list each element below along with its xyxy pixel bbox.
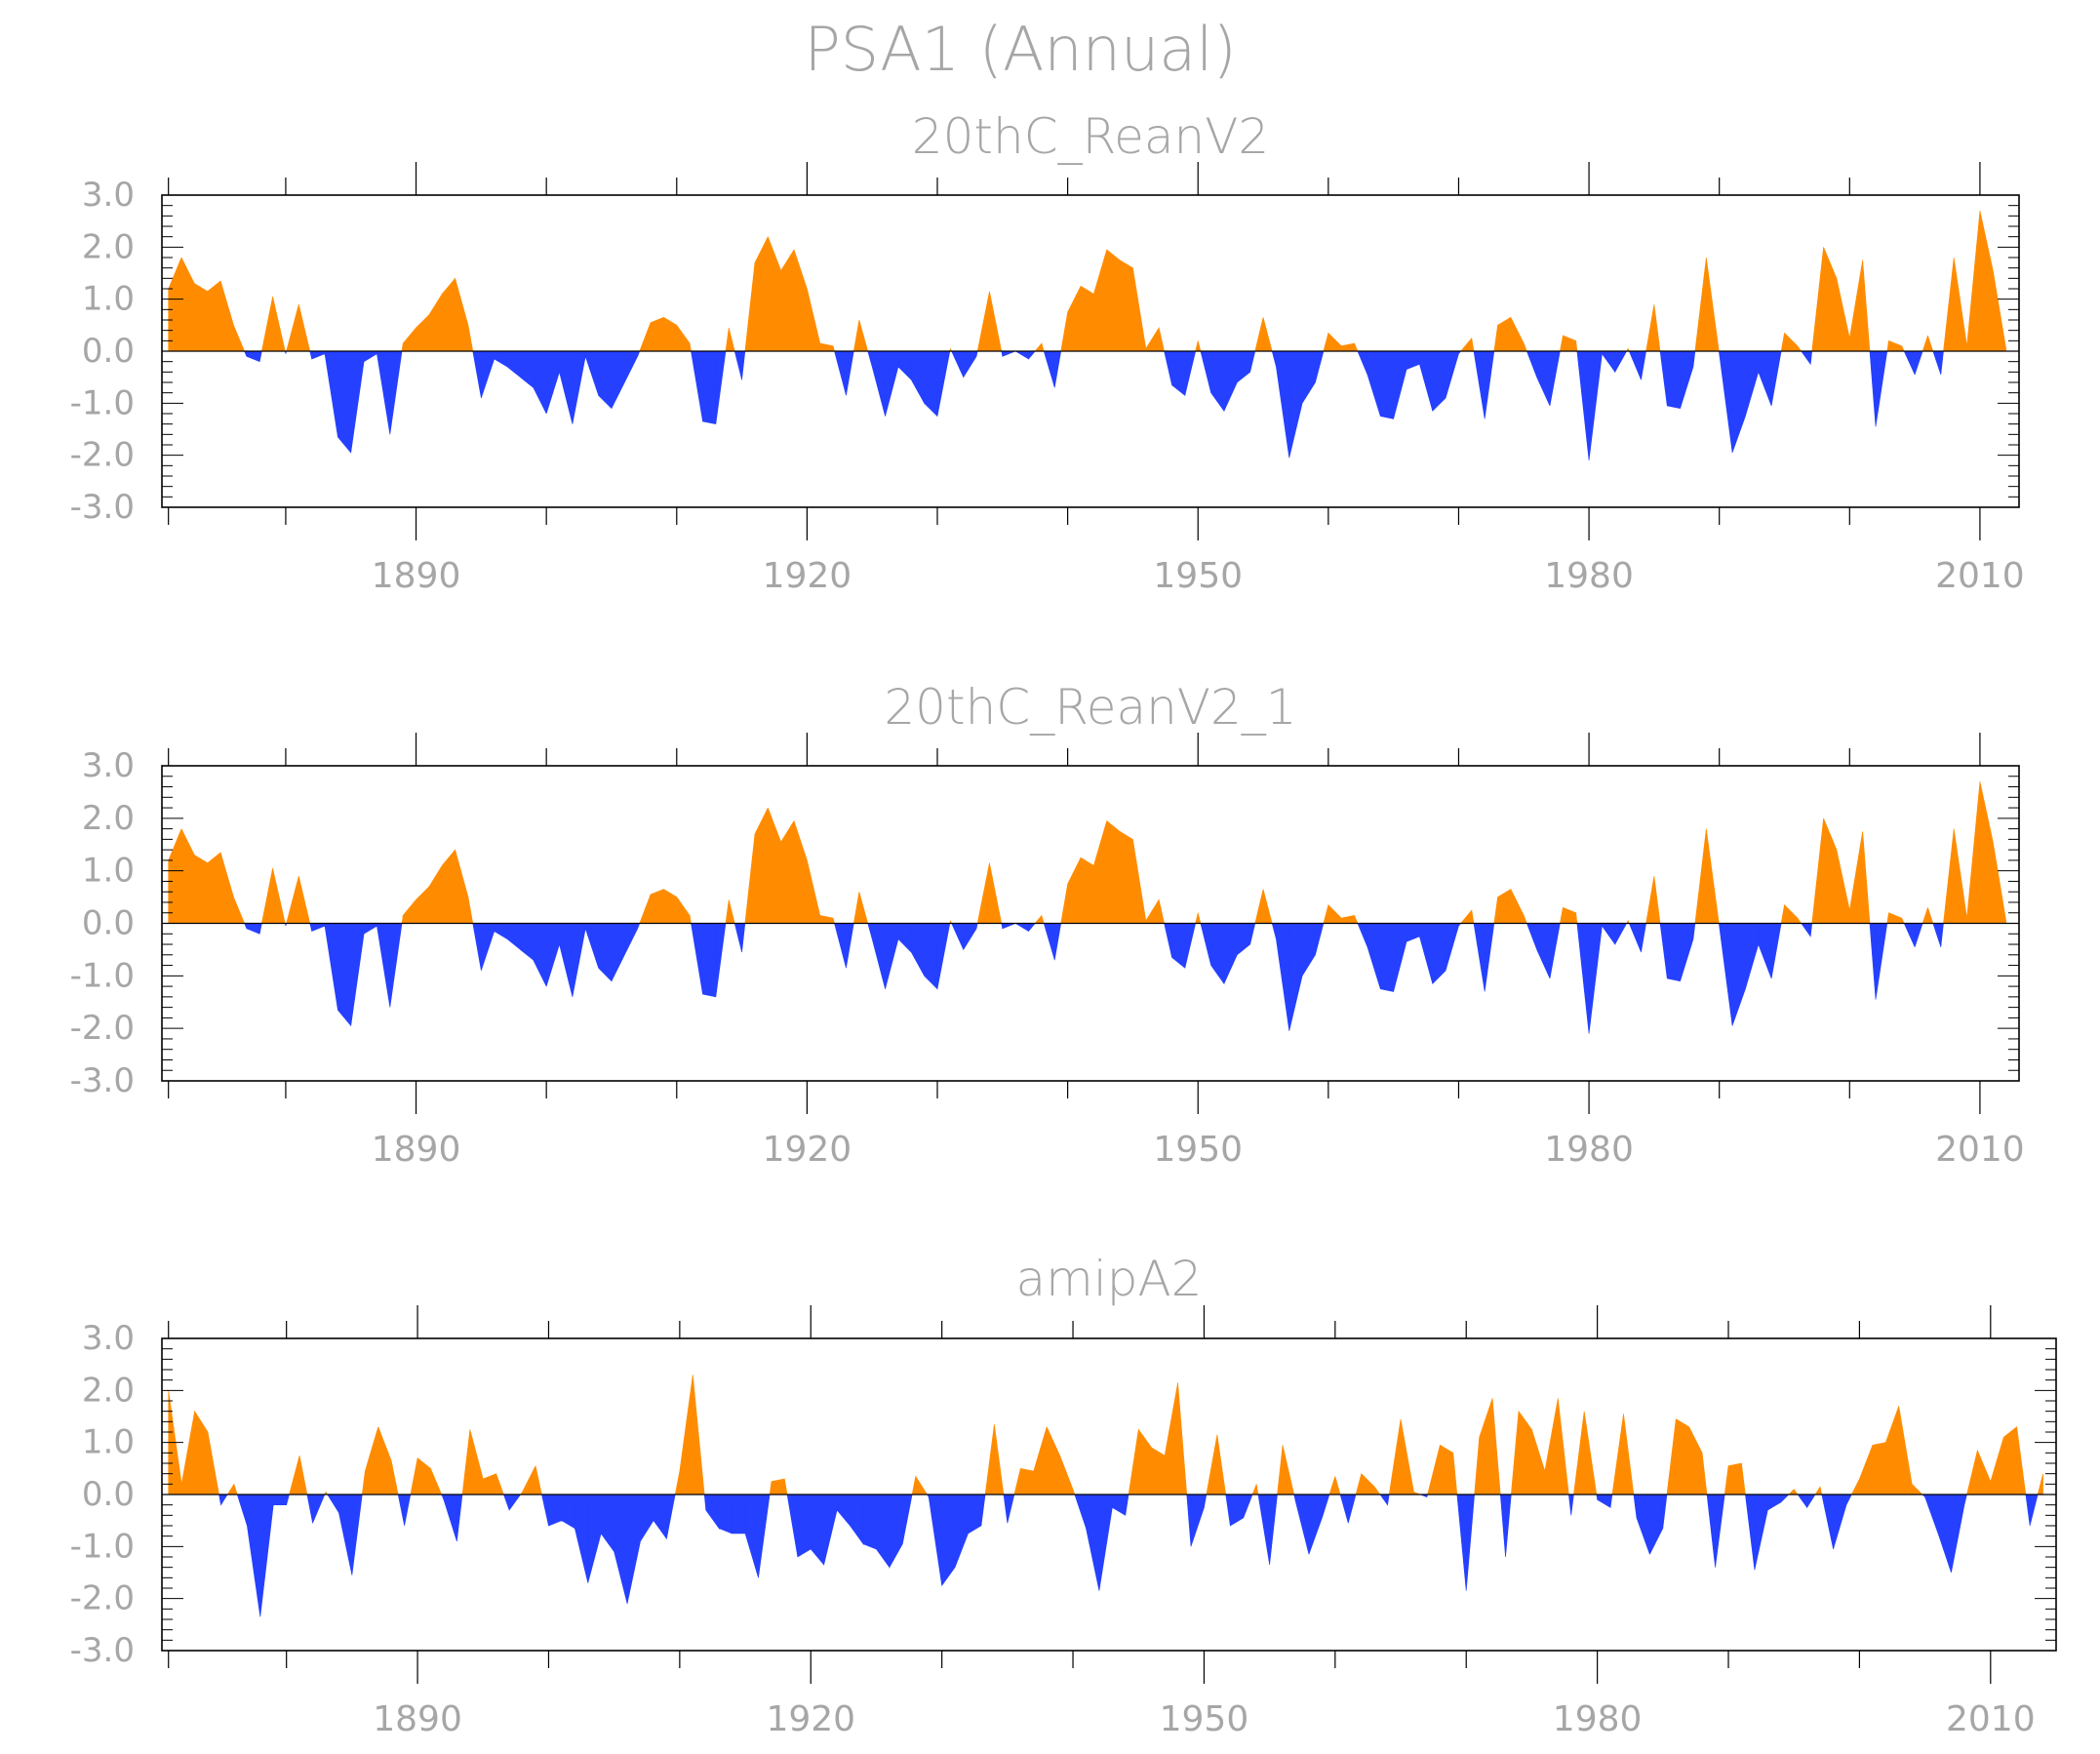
x-tick-label: 1950: [1160, 1699, 1249, 1739]
y-tick-label: -3.0: [70, 488, 135, 527]
y-tick-label: 2.0: [82, 799, 135, 838]
y-tick-label: -1.0: [70, 383, 135, 422]
x-tick-label: 1920: [763, 1130, 852, 1170]
positive-area: [168, 781, 2006, 924]
y-tick-label: -2.0: [70, 436, 135, 475]
y-tick-label: -3.0: [70, 1061, 135, 1100]
y-tick-label: 1.0: [82, 1423, 135, 1462]
y-tick-label: -2.0: [70, 1009, 135, 1048]
panel-title: 20thC_ReanV2_1: [884, 679, 1296, 736]
y-tick-label: 1.0: [82, 852, 135, 891]
x-tick-label: 1920: [766, 1699, 855, 1739]
y-tick-label: 3.0: [82, 1319, 135, 1358]
x-tick-label: 1950: [1153, 556, 1243, 596]
panel-1: 20thC_ReanV2 -3.0 -2.0 -1.0 0.0 1.0 2.0 3.0 1890…: [70, 108, 2025, 596]
panels: 20thC_ReanV2 -3.0 -2.0 -1.0 0.0 1.0 2.0 3.0 1890…: [70, 108, 2057, 1739]
negative-area: [244, 350, 1944, 461]
x-tick-label: 1920: [763, 556, 852, 596]
x-tick-label: 1890: [372, 1130, 461, 1170]
negative-area: [244, 923, 1944, 1034]
panel-3: amipA2 -3.0 -2.0 -1.0 0.0 1.0 2.0 3.0 1890 1920 19…: [70, 1251, 2057, 1739]
negative-area: [218, 1494, 2039, 1617]
x-tick-label: 2010: [1935, 1130, 2025, 1170]
x-tick-label: 1890: [372, 556, 461, 596]
x-tick-label: 1890: [373, 1699, 462, 1739]
positive-area: [168, 1375, 2043, 1495]
panel-title: amipA2: [1016, 1251, 1203, 1307]
y-tick-label: 3.0: [82, 746, 135, 785]
panel-title: 20thC_ReanV2: [912, 108, 1269, 165]
y-tick-label: 2.0: [82, 1371, 135, 1410]
y-tick-label: -1.0: [70, 956, 135, 995]
x-tick-label: 2010: [1935, 556, 2025, 596]
y-tick-label: 0.0: [82, 332, 135, 371]
x-tick-label: 1980: [1544, 556, 1634, 596]
x-tick-label: 2010: [1946, 1699, 2036, 1739]
positive-area: [168, 210, 2006, 352]
y-tick-label: 1.0: [82, 280, 135, 319]
x-tick-label: 1980: [1544, 1130, 1634, 1170]
figure-title: PSA1 (Annual): [804, 14, 1236, 85]
y-tick-label: 3.0: [82, 176, 135, 215]
y-tick-label: -3.0: [70, 1631, 135, 1670]
x-tick-label: 1950: [1153, 1130, 1243, 1170]
panel-2: 20thC_ReanV2_1 -3.0 -2.0 -1.0 0.0 1.0 2.0 3.0 18…: [70, 679, 2025, 1170]
y-tick-label: -1.0: [70, 1527, 135, 1566]
y-tick-label: -2.0: [70, 1579, 135, 1618]
y-tick-label: 2.0: [82, 227, 135, 266]
y-tick-label: 0.0: [82, 1475, 135, 1514]
x-tick-label: 1980: [1553, 1699, 1643, 1739]
y-tick-label: 0.0: [82, 904, 135, 943]
